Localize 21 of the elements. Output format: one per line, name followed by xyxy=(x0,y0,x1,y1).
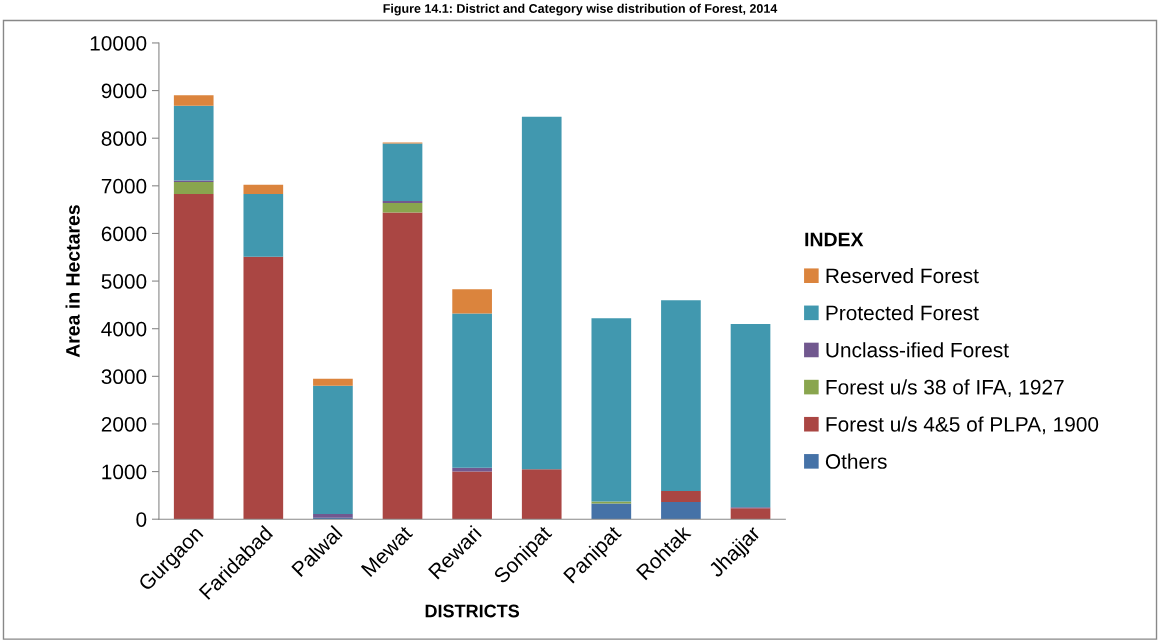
y-tick-label: 8000 xyxy=(101,131,147,146)
y-tick-label: 5000 xyxy=(101,274,147,289)
chart-title: Figure 14.1: District and Category wise distribution of Forest, 2014 xyxy=(383,3,778,16)
y-axis-title: Area in Hectares xyxy=(65,205,80,358)
y-tick-label: 10000 xyxy=(90,35,147,51)
legend-label: Unclass-ified Forest xyxy=(826,342,1009,358)
legend-label: Protected Forest xyxy=(826,305,979,321)
y-tick-label: 0 xyxy=(136,512,147,527)
y-tick-label: 4000 xyxy=(101,321,147,337)
y-tick-label: 2000 xyxy=(101,416,147,432)
y-tick-label: 7000 xyxy=(101,178,147,194)
legend-label: Forest u/s 4&5 of PLPA, 1900 xyxy=(826,416,1099,435)
legend-label: Forest u/s 38 of IFA, 1927 xyxy=(826,379,1064,398)
y-tick-label: 6000 xyxy=(101,226,147,242)
y-tick-label: 1000 xyxy=(102,464,147,480)
y-tick-label: 3000 xyxy=(101,369,147,385)
x-axis-title: DISTRICTS xyxy=(425,604,520,618)
legend-label: Others xyxy=(825,453,887,469)
y-tick-label: 9000 xyxy=(101,83,147,99)
legend-title: INDEX xyxy=(805,232,864,247)
legend-label: Reserved Forest xyxy=(826,267,979,284)
